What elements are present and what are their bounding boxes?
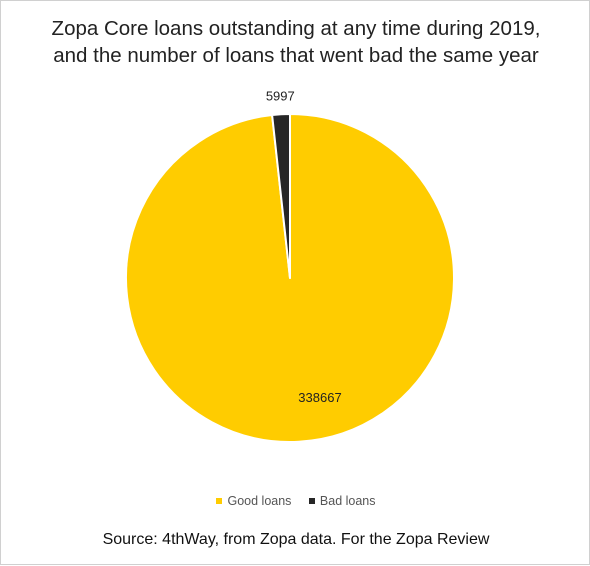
chart-title-line-2: and the number of loans that went bad th… <box>53 44 539 67</box>
legend-item-bad-loans: Bad loans <box>308 494 376 508</box>
legend-item-good-loans: Good loans <box>216 494 291 508</box>
bad-loans-data-label: 5997 <box>266 88 295 103</box>
good-loans-swatch <box>216 497 223 504</box>
legend-label-good-loans: Good loans <box>227 494 292 508</box>
legend: Good loans Bad loans <box>1 494 590 508</box>
pie-slice-bad-loans <box>271 113 291 279</box>
chart-title-line-1: Zopa Core loans outstanding at any time … <box>51 17 541 40</box>
chart-title: Zopa Core loans outstanding at any time … <box>1 15 590 69</box>
source-note: Source: 4thWay, from Zopa data. For the … <box>102 531 490 548</box>
legend-label-bad-loans: Bad loans <box>319 494 376 508</box>
good-loans-data-label: 338667 <box>298 390 341 405</box>
bad-loans-swatch <box>308 497 315 504</box>
pie-slices <box>125 113 455 443</box>
